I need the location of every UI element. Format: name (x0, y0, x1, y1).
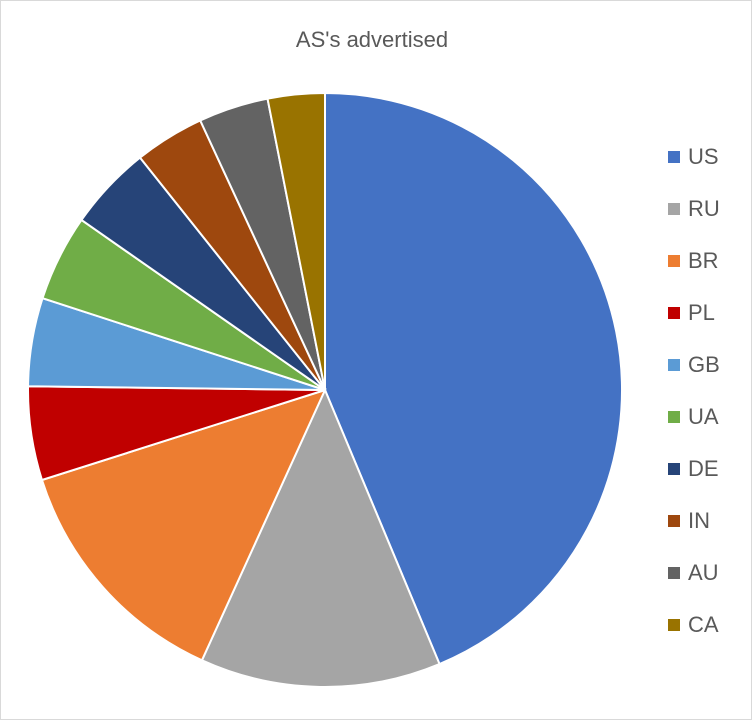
legend-label: CA (688, 612, 719, 637)
legend-label: RU (688, 196, 720, 221)
legend-swatch (668, 515, 680, 527)
pie-slice (266, 91, 326, 391)
chart-title: AS's advertised (296, 27, 448, 52)
legend-swatch (668, 359, 680, 371)
legend-swatch (668, 151, 680, 163)
legend-swatch (668, 255, 680, 267)
pie-slice (200, 387, 441, 688)
legend-label: AU (688, 560, 719, 585)
legend-label: GB (688, 352, 720, 377)
legend-swatch (668, 307, 680, 319)
legend-label: IN (688, 508, 710, 533)
legend-swatch (668, 411, 680, 423)
legend-label: DE (688, 456, 719, 481)
pie-slice (324, 91, 623, 666)
legend-label: UA (688, 404, 719, 429)
legend-swatch (668, 619, 680, 631)
legend-swatch (668, 203, 680, 215)
legend-label: PL (688, 300, 715, 325)
legend-swatch (668, 567, 680, 579)
legend-swatch (668, 463, 680, 475)
legend-label: BR (688, 248, 719, 273)
legend-label: US (688, 144, 719, 169)
